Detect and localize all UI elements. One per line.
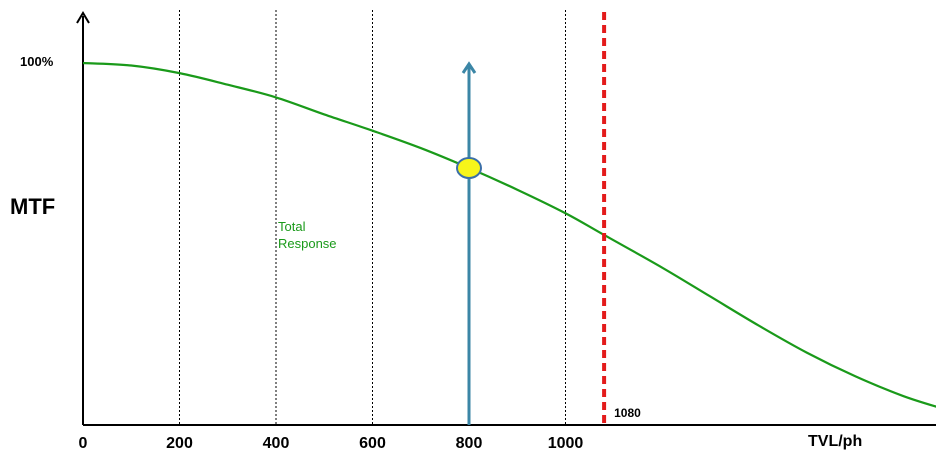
y-tick-label-100: 100%	[20, 54, 54, 69]
x-tick-labels: 0 200 400 600 800 1000	[79, 435, 584, 452]
series-line-total-response	[82, 61, 936, 408]
x-tick-label-400: 400	[263, 435, 290, 452]
marker-label-1080: 1080	[614, 406, 641, 420]
x-axis-label: TVL/ph	[808, 433, 862, 450]
x-tick-label-1000: 1000	[548, 435, 584, 452]
highlight-point	[456, 156, 482, 179]
x-tick-label-600: 600	[359, 435, 386, 452]
gridlines	[179, 10, 566, 425]
x-tick-label-0: 0	[79, 435, 88, 452]
x-tick-label-800: 800	[456, 435, 483, 452]
y-axis-label: MTF	[10, 194, 55, 219]
series-label-total-response: Total Response	[278, 219, 337, 251]
indicator-arrow-head	[461, 61, 477, 74]
x-tick-label-200: 200	[166, 435, 193, 452]
y-axis-arrowhead	[76, 11, 90, 24]
